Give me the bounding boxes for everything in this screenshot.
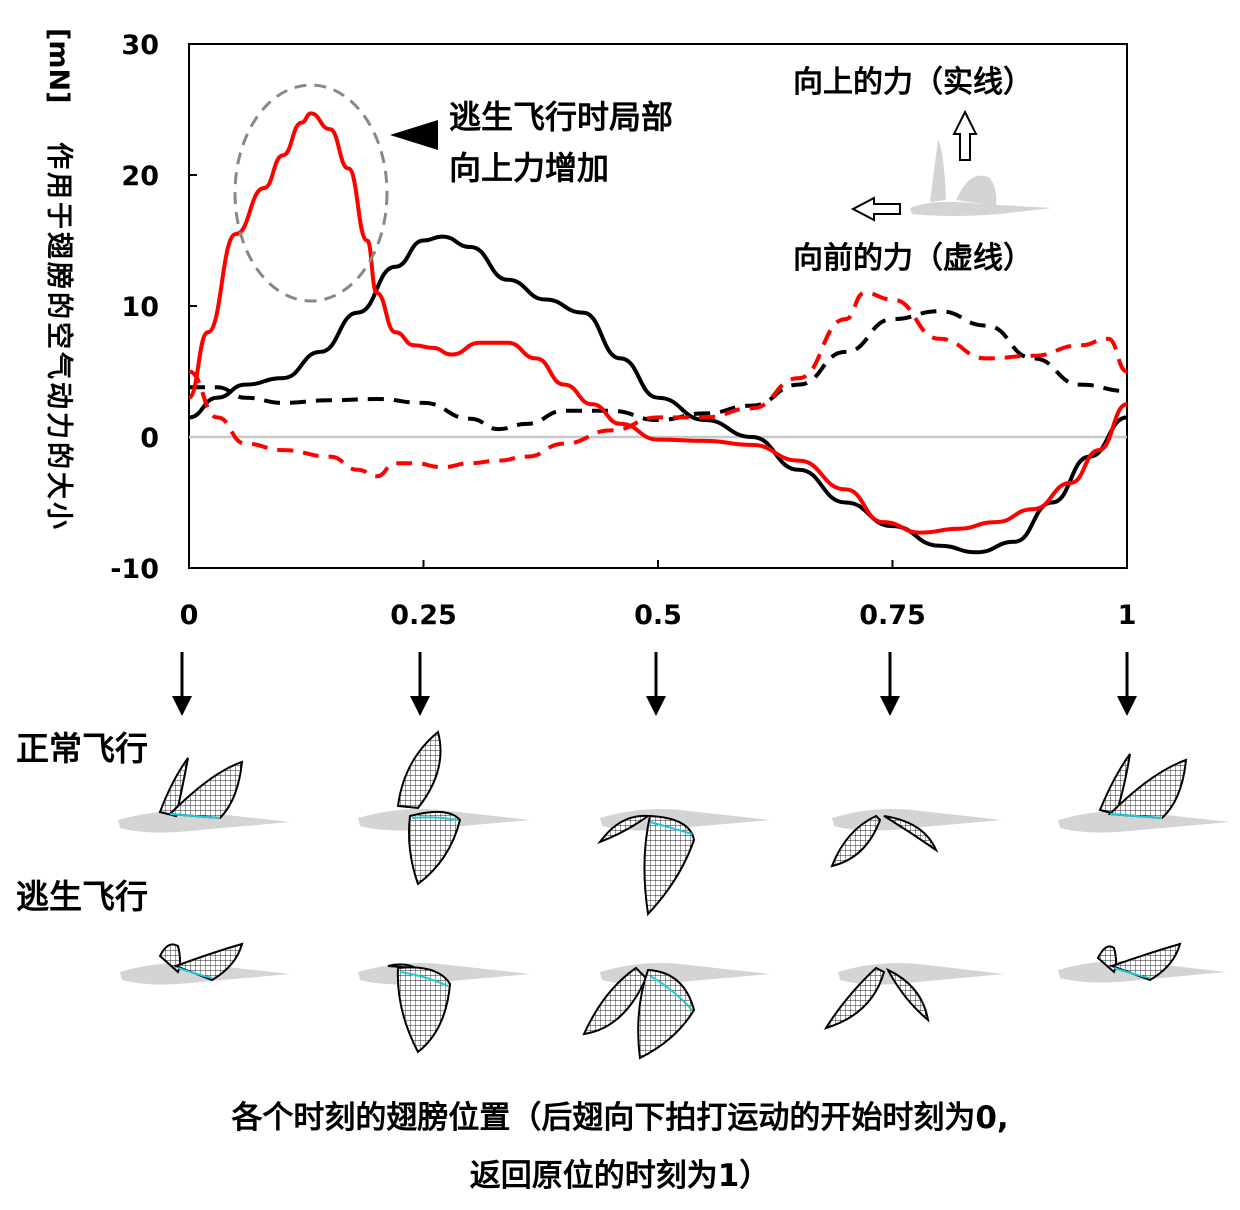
wing-illustration-normal-075 <box>830 809 1002 868</box>
escape-peak-ellipse <box>233 83 389 303</box>
annotation-pointer-icon <box>390 120 438 150</box>
forward-arrow-icon <box>850 196 901 222</box>
y-axis-unit: [mN] <box>43 28 74 103</box>
series-line-black-dashed <box>189 309 1128 432</box>
escape-note-line1: 逃生飞行时局部 <box>449 98 673 136</box>
x-tick-label: 0 <box>180 600 199 631</box>
row-label-escape: 逃生飞行 <box>16 877 148 916</box>
caption-line1: 各个时刻的翅膀位置（后翅向下拍打运动的开始时刻为0, <box>230 1100 1008 1136</box>
time-arrows <box>172 652 1137 716</box>
wing-illustration-normal-025 <box>358 730 530 886</box>
x-tick-label: 1 <box>1118 600 1137 631</box>
wing-illustration-escape-075 <box>823 963 1004 1030</box>
series-line-red-dashed <box>188 290 1128 479</box>
wing-illustration-escape-0 <box>120 942 290 985</box>
row-label-normal: 正常飞行 <box>16 729 148 768</box>
y-tick-label: 20 <box>121 161 159 192</box>
series-layer <box>187 111 1128 555</box>
series-line-black-solid <box>188 234 1128 555</box>
wing-illustration-normal-1 <box>1058 753 1230 833</box>
escape-note-line2: 向上力增加 <box>449 149 609 187</box>
series-line-red-solid <box>187 111 1128 535</box>
insect-silhouette-icon <box>910 140 1052 216</box>
x-tick-label: 0.75 <box>859 600 926 631</box>
wing-illustration-escape-1 <box>1058 942 1226 983</box>
y-tick-label: 30 <box>121 30 159 61</box>
down-arrowhead-icon <box>880 696 900 716</box>
wing-illustration-normal-05 <box>597 809 770 917</box>
caption-line2: 返回原位的时刻为1） <box>470 1158 771 1194</box>
x-tick-label: 0.25 <box>390 600 457 631</box>
y-axis: 30 20 10 0 -10 <box>110 30 197 585</box>
forward-force-label: 向前的力（虚线） <box>793 241 1033 276</box>
down-arrowhead-icon <box>646 696 666 716</box>
wing-illustration-escape-05 <box>582 963 770 1060</box>
y-tick-label: 10 <box>121 292 159 323</box>
down-arrowhead-icon <box>410 696 430 716</box>
wing-illustration-escape-025 <box>358 963 530 1054</box>
y-tick-label: 0 <box>140 423 159 454</box>
upward-force-label: 向上的力（实线） <box>793 65 1033 100</box>
x-tick-label: 0.5 <box>634 600 682 631</box>
up-arrow-icon <box>952 109 978 161</box>
down-arrowhead-icon <box>172 696 192 716</box>
x-axis: 0 0.25 0.5 0.75 1 <box>180 560 1137 631</box>
down-arrowhead-icon <box>1117 696 1137 716</box>
y-axis-label: 作用于翅膀的空气动力的大小 <box>43 142 75 532</box>
wing-illustration-normal-0 <box>118 757 290 833</box>
y-tick-label: -10 <box>110 554 159 585</box>
